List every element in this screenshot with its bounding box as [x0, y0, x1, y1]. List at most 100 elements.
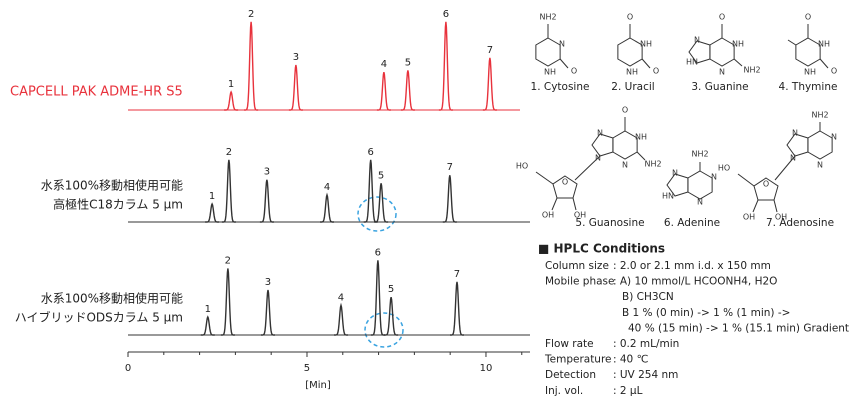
- atom-label: O: [719, 13, 725, 22]
- atom-label: NH2: [811, 111, 828, 120]
- atom-label: O: [831, 67, 837, 76]
- atom-label: O: [805, 13, 811, 22]
- trace-label: 水系100%移動相使用可能: [41, 178, 183, 193]
- peak: [376, 72, 391, 111]
- peak-label: 2: [248, 9, 254, 20]
- peak-label: 3: [293, 52, 299, 63]
- ring: [687, 170, 713, 200]
- condition-value: : 0.2 mL/min: [613, 338, 679, 350]
- ring: [807, 130, 833, 160]
- ring: [688, 40, 711, 64]
- conditions-title: ■ HPLC Conditions: [538, 242, 665, 256]
- compound-name: 7. Adenosine: [766, 217, 834, 229]
- ring: [666, 173, 689, 197]
- atom-label: NH2: [743, 66, 760, 75]
- x-tick-label: 5: [304, 363, 310, 374]
- peak-label: 2: [226, 147, 232, 158]
- atom-label: N: [595, 154, 601, 163]
- peak: [384, 297, 399, 336]
- condition-value: B 1 % (0 min) -> 1 % (1 min) ->: [622, 307, 790, 319]
- atom-label: NH: [544, 68, 556, 77]
- ring: [552, 175, 578, 199]
- atom-label: N: [697, 198, 703, 207]
- atom-label: HN: [662, 192, 674, 201]
- atom-label: O: [562, 178, 568, 187]
- atom-label: O: [571, 67, 577, 76]
- atom-label: NH: [640, 40, 652, 49]
- condition-value: : 2.0 or 2.1 mm i.d. x 150 mm: [613, 260, 771, 272]
- ring: [753, 177, 779, 201]
- ring: [709, 37, 735, 67]
- peak: [224, 90, 239, 111]
- peak: [363, 159, 378, 223]
- condition-value: : UV 254 nm: [613, 369, 678, 381]
- x-tick-label: 10: [480, 363, 493, 374]
- trace-label: 高極性C18カラム 5 μm: [53, 197, 183, 212]
- peak-label: 6: [368, 147, 374, 158]
- peak: [259, 179, 274, 223]
- condition-label: Temperature: [544, 354, 612, 366]
- atom-label: HO: [718, 164, 730, 173]
- atom-label: OH: [743, 213, 755, 222]
- trace-label: 水系100%移動相使用可能: [41, 291, 183, 306]
- peak: [334, 302, 348, 336]
- atom-label: NH2: [691, 150, 708, 159]
- atom-label: O: [763, 180, 769, 189]
- atom-label: NH: [626, 68, 638, 77]
- atom-label: N: [622, 161, 628, 170]
- bond: [572, 197, 577, 211]
- atom-label: N: [790, 154, 796, 163]
- condition-label: Flow rate: [545, 338, 594, 350]
- atom-label: N: [672, 169, 678, 178]
- bond: [733, 58, 743, 67]
- bond: [787, 39, 797, 46]
- peak-label: 5: [388, 284, 394, 295]
- bond: [737, 173, 755, 187]
- peak-label: 4: [338, 292, 344, 303]
- bond: [551, 197, 558, 211]
- peak: [200, 315, 215, 336]
- bond: [574, 155, 601, 181]
- atom-label: N: [694, 36, 700, 45]
- atom-label: N: [831, 133, 837, 142]
- condition-value: : A) 10 mmol/L HCOONH4, H2O: [613, 276, 777, 288]
- bond: [535, 171, 554, 185]
- peak: [374, 183, 389, 223]
- condition-label: Column size: [545, 260, 609, 272]
- atom-label: N: [792, 129, 798, 138]
- peak: [482, 57, 497, 111]
- peak-label: 6: [375, 247, 381, 258]
- condition-value: B) CH3CN: [622, 291, 674, 303]
- atom-label: N: [711, 173, 717, 182]
- condition-value: : 40 ℃: [613, 354, 648, 366]
- peak: [442, 175, 457, 223]
- compound-name: 2. Uracil: [611, 81, 654, 93]
- atom-label: HO: [516, 162, 528, 171]
- peak-label: 1: [209, 191, 215, 202]
- ring: [535, 37, 561, 67]
- compound-name: 3. Guanine: [691, 81, 748, 93]
- bond: [774, 155, 796, 181]
- atom-label: N: [817, 161, 823, 170]
- atom-label: NH: [804, 68, 816, 77]
- atom-label: OH: [574, 211, 586, 220]
- atom-label: NH2: [644, 160, 661, 169]
- peak: [220, 268, 235, 336]
- atom-label: O: [653, 67, 659, 76]
- peak-label: 1: [205, 304, 211, 315]
- compound-name: 5. Guanosine: [575, 217, 644, 229]
- peak-label: 7: [447, 162, 453, 173]
- peak-label: 5: [405, 57, 411, 68]
- peak: [221, 159, 236, 223]
- peak: [400, 70, 415, 111]
- atom-label: OH: [542, 211, 554, 220]
- atom-label: NH: [732, 40, 744, 49]
- peak: [205, 202, 220, 223]
- atom-label: HN: [686, 58, 698, 67]
- compound-name: 6. Adenine: [664, 217, 720, 229]
- peak: [288, 64, 303, 111]
- trace-label: CAPCELL PAK ADME-HR S5: [10, 85, 183, 100]
- bond: [819, 58, 829, 69]
- highlight-circle: [357, 196, 397, 232]
